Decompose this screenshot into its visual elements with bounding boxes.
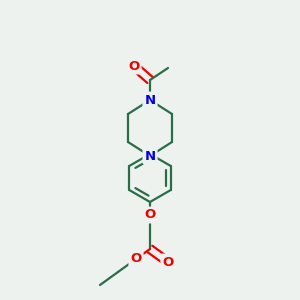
Text: O: O [162,256,174,268]
Text: O: O [130,253,142,266]
Text: N: N [144,94,156,106]
Text: N: N [144,149,156,163]
Text: O: O [144,208,156,221]
Text: O: O [128,59,140,73]
